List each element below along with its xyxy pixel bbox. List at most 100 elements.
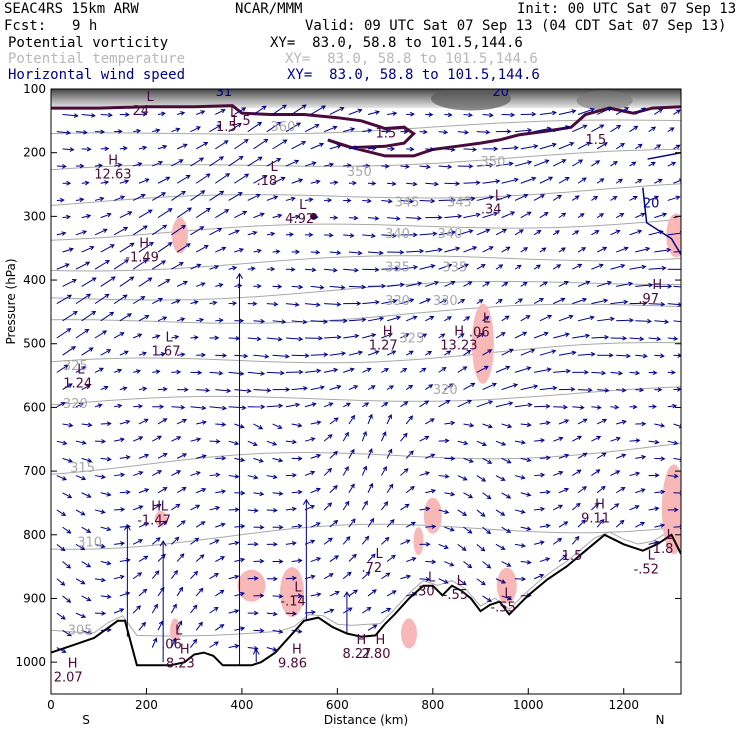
wind-vector-head — [505, 246, 511, 251]
wind-vector — [367, 385, 376, 391]
wind-vector — [520, 349, 535, 356]
wind-vector-head — [86, 493, 92, 498]
extremum-marker: L — [504, 587, 512, 602]
wind-vector-head — [641, 107, 646, 112]
wind-vector-head — [388, 483, 394, 489]
wind-vector-head — [595, 469, 601, 474]
wind-vector-head — [147, 277, 153, 282]
wind-vector — [400, 401, 408, 408]
wind-vector-head — [443, 579, 449, 584]
wind-vector — [387, 112, 397, 115]
wind-vector-head — [185, 174, 191, 180]
wind-vector-head — [379, 316, 385, 321]
wind-vector-head — [344, 466, 349, 471]
x-tick-label: 800 — [421, 698, 444, 712]
extremum-marker: L — [146, 90, 154, 105]
wind-vector — [176, 621, 182, 631]
wind-vector-head — [201, 352, 206, 358]
wind-vector-head — [104, 180, 110, 185]
wind-vector-head — [239, 424, 245, 429]
wind-vector-head — [162, 453, 168, 458]
wind-vector-head — [357, 250, 363, 256]
wind-vector — [323, 126, 337, 133]
wind-vector — [667, 405, 677, 408]
wind-vector — [419, 333, 427, 339]
wind-vector — [310, 320, 328, 323]
wind-vector-head — [505, 365, 511, 371]
wind-vector — [247, 231, 257, 236]
wind-vector — [228, 645, 239, 649]
wind-vector-head — [180, 404, 186, 410]
wind-vector — [476, 440, 487, 446]
pv-shade — [170, 618, 181, 643]
wind-vector — [362, 368, 371, 373]
wind-vector-head — [176, 470, 182, 475]
wind-vector-head — [155, 334, 161, 339]
wind-vector-head — [425, 471, 430, 476]
wind-vector — [348, 285, 366, 288]
wind-vector — [514, 129, 532, 133]
wind-vector-head — [463, 440, 469, 446]
wind-vector-head — [68, 458, 73, 463]
wind-vector — [438, 333, 445, 339]
wind-vector-head — [405, 539, 411, 544]
wind-vector-head — [395, 216, 401, 221]
wind-vector-head — [422, 333, 428, 338]
wind-vector — [56, 543, 65, 551]
wind-vector-head — [119, 574, 125, 580]
wind-vector — [654, 108, 663, 115]
wind-vector — [572, 298, 587, 305]
wind-vector-head — [181, 190, 186, 196]
wind-vector-head — [100, 509, 106, 514]
y-tick-label: 100 — [23, 82, 46, 96]
wind-vector — [482, 349, 492, 356]
wind-vector-head — [468, 112, 473, 118]
wind-vector-head — [467, 563, 473, 569]
wind-vector-head — [619, 519, 625, 525]
wind-vector-head — [527, 128, 533, 133]
wind-vector — [635, 284, 653, 287]
wind-vector — [247, 647, 258, 650]
wind-vector — [419, 265, 435, 270]
wind-vector — [539, 247, 546, 253]
wind-vector-head — [675, 109, 681, 114]
wind-vector — [138, 555, 148, 562]
wind-vector-head — [579, 213, 585, 218]
wind-vector — [171, 262, 184, 270]
wind-vector-head — [344, 500, 350, 506]
wind-vector-head — [669, 127, 675, 132]
wind-vector-head — [366, 607, 372, 612]
wind-vector — [425, 525, 436, 528]
wind-vector — [291, 525, 302, 528]
wind-vector — [457, 400, 472, 408]
wind-vector-head — [585, 280, 591, 286]
wind-vector — [577, 389, 592, 391]
wind-vector-head — [421, 367, 427, 373]
wind-vector — [438, 131, 448, 133]
wind-vector — [558, 488, 569, 494]
wind-vector — [444, 422, 455, 425]
wind-vector — [629, 439, 640, 442]
wind-vector — [476, 264, 486, 270]
wind-vector-head — [73, 113, 79, 118]
endpoint-north: N — [656, 713, 665, 727]
wind-vector — [157, 487, 167, 494]
wind-vector — [648, 541, 659, 545]
wind-vector — [190, 604, 198, 614]
wind-vector — [75, 293, 91, 305]
wind-vector-head — [240, 490, 246, 496]
wind-vector-head — [167, 242, 173, 247]
fcst-label: Fcst: — [4, 18, 47, 34]
wind-vector — [138, 454, 149, 459]
wind-vector — [81, 385, 90, 391]
wind-vector-head — [107, 112, 113, 118]
wind-vector-head — [620, 263, 626, 269]
wind-vector — [291, 141, 306, 150]
wind-vector-head — [657, 387, 663, 393]
wind-vector-head — [526, 559, 532, 565]
wind-vector — [635, 179, 642, 184]
wind-vector-head — [462, 476, 468, 481]
wind-vector-head — [60, 615, 66, 620]
wind-vector-head — [160, 352, 166, 357]
wind-vector — [195, 142, 208, 150]
